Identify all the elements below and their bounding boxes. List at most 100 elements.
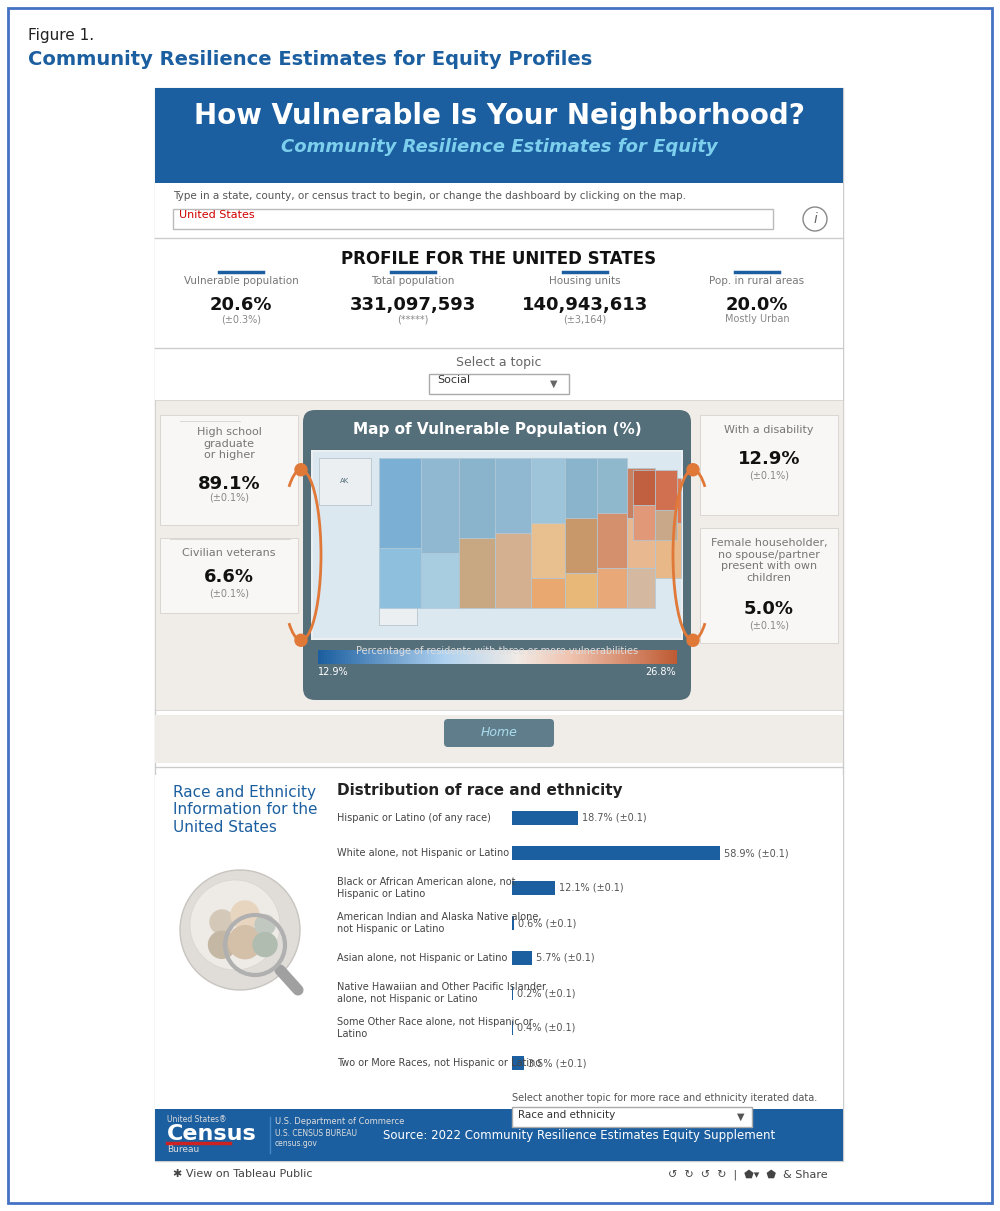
Bar bbox=[634, 650, 638, 664]
Text: AK: AK bbox=[340, 478, 350, 484]
Text: (±3,164): (±3,164) bbox=[563, 314, 607, 325]
Bar bbox=[422, 650, 426, 664]
Bar bbox=[512, 650, 515, 664]
Bar bbox=[390, 650, 393, 664]
Bar bbox=[494, 650, 498, 664]
Bar bbox=[658, 650, 662, 664]
Bar bbox=[584, 650, 587, 664]
Text: Female householder,
no spouse/partner
present with own
children: Female householder, no spouse/partner pr… bbox=[711, 538, 827, 582]
Bar bbox=[545, 650, 548, 664]
Text: 89.1%: 89.1% bbox=[198, 475, 260, 493]
Text: 3.5% (±0.1): 3.5% (±0.1) bbox=[528, 1058, 587, 1068]
Bar bbox=[655, 478, 681, 523]
Text: ▼: ▼ bbox=[736, 1112, 744, 1123]
Bar bbox=[357, 650, 360, 664]
Bar bbox=[342, 650, 345, 664]
Bar bbox=[455, 650, 459, 664]
Bar bbox=[616, 650, 620, 664]
Bar bbox=[633, 505, 655, 540]
Bar bbox=[637, 650, 641, 664]
Bar bbox=[437, 650, 441, 664]
Text: United States®: United States® bbox=[167, 1115, 226, 1124]
Bar bbox=[461, 650, 465, 664]
Bar bbox=[589, 650, 593, 664]
Bar bbox=[521, 650, 524, 664]
Bar bbox=[155, 714, 843, 763]
Text: (±0.1%): (±0.1%) bbox=[749, 470, 789, 480]
Bar bbox=[321, 650, 324, 664]
Text: Vulnerable population: Vulnerable population bbox=[184, 276, 298, 286]
Bar bbox=[575, 650, 578, 664]
Bar bbox=[330, 650, 333, 664]
Bar bbox=[387, 650, 390, 664]
Bar bbox=[360, 650, 363, 664]
Text: (±0.3%): (±0.3%) bbox=[221, 314, 261, 325]
Text: 20.0%: 20.0% bbox=[726, 295, 788, 314]
Bar bbox=[524, 650, 527, 664]
Bar bbox=[628, 650, 632, 664]
Bar bbox=[155, 88, 843, 1161]
Text: 6.6%: 6.6% bbox=[204, 568, 254, 586]
Bar bbox=[625, 650, 629, 664]
Bar bbox=[597, 458, 627, 513]
Bar bbox=[339, 650, 342, 664]
Bar bbox=[470, 650, 474, 664]
Bar bbox=[155, 1109, 843, 1161]
Bar bbox=[512, 951, 532, 965]
Bar bbox=[495, 533, 531, 608]
Bar bbox=[565, 573, 597, 608]
Bar bbox=[649, 650, 653, 664]
Bar bbox=[311, 450, 683, 639]
Bar bbox=[566, 650, 569, 664]
Bar bbox=[434, 650, 438, 664]
Bar bbox=[160, 538, 298, 613]
Bar bbox=[627, 467, 655, 518]
Text: 12.1% (±0.1): 12.1% (±0.1) bbox=[559, 883, 623, 893]
Text: 58.9% (±0.1): 58.9% (±0.1) bbox=[724, 848, 789, 859]
Bar bbox=[506, 650, 509, 664]
Bar bbox=[431, 650, 435, 664]
Bar bbox=[518, 650, 521, 664]
Bar bbox=[421, 553, 459, 608]
Text: U.S. Department of Commerce: U.S. Department of Commerce bbox=[275, 1117, 404, 1126]
Bar bbox=[491, 650, 495, 664]
Bar bbox=[622, 650, 626, 664]
Bar bbox=[512, 1107, 752, 1127]
Text: With a disability: With a disability bbox=[724, 425, 814, 435]
Bar bbox=[565, 458, 597, 518]
Text: Select another topic for more race and ethnicity iterated data.: Select another topic for more race and e… bbox=[512, 1094, 817, 1103]
Polygon shape bbox=[319, 458, 371, 505]
Text: Hispanic or Latino (of any race): Hispanic or Latino (of any race) bbox=[337, 813, 491, 823]
Bar bbox=[413, 650, 417, 664]
Text: PROFILE FOR THE UNITED STATES: PROFILE FOR THE UNITED STATES bbox=[341, 249, 657, 268]
Text: Some Other Race alone, not Hispanic or
Latino: Some Other Race alone, not Hispanic or L… bbox=[337, 1017, 533, 1039]
Bar bbox=[531, 458, 565, 523]
Bar bbox=[446, 650, 450, 664]
Bar bbox=[592, 650, 596, 664]
Bar bbox=[597, 568, 627, 608]
Bar bbox=[613, 650, 617, 664]
Bar bbox=[664, 650, 668, 664]
Text: Source: 2022 Community Resilience Estimates Equity Supplement: Source: 2022 Community Resilience Estima… bbox=[383, 1129, 775, 1142]
Bar bbox=[627, 518, 655, 568]
Bar bbox=[512, 916, 514, 930]
Text: Mostly Urban: Mostly Urban bbox=[725, 314, 789, 325]
Bar bbox=[610, 650, 614, 664]
Bar bbox=[640, 650, 644, 664]
Bar bbox=[378, 650, 381, 664]
Bar bbox=[670, 650, 674, 664]
Bar bbox=[318, 650, 321, 664]
Bar bbox=[503, 650, 506, 664]
FancyBboxPatch shape bbox=[444, 719, 554, 747]
Bar bbox=[512, 811, 578, 825]
Bar bbox=[700, 415, 838, 515]
Text: U.S. CENSUS BUREAU: U.S. CENSUS BUREAU bbox=[275, 1129, 357, 1138]
Text: 26.8%: 26.8% bbox=[645, 667, 676, 677]
Circle shape bbox=[231, 901, 259, 929]
Bar bbox=[155, 775, 843, 1109]
Text: (±0.1%): (±0.1%) bbox=[209, 493, 249, 503]
Text: 140,943,613: 140,943,613 bbox=[522, 295, 648, 314]
Bar bbox=[429, 374, 569, 394]
Bar bbox=[443, 650, 447, 664]
Bar bbox=[539, 650, 542, 664]
